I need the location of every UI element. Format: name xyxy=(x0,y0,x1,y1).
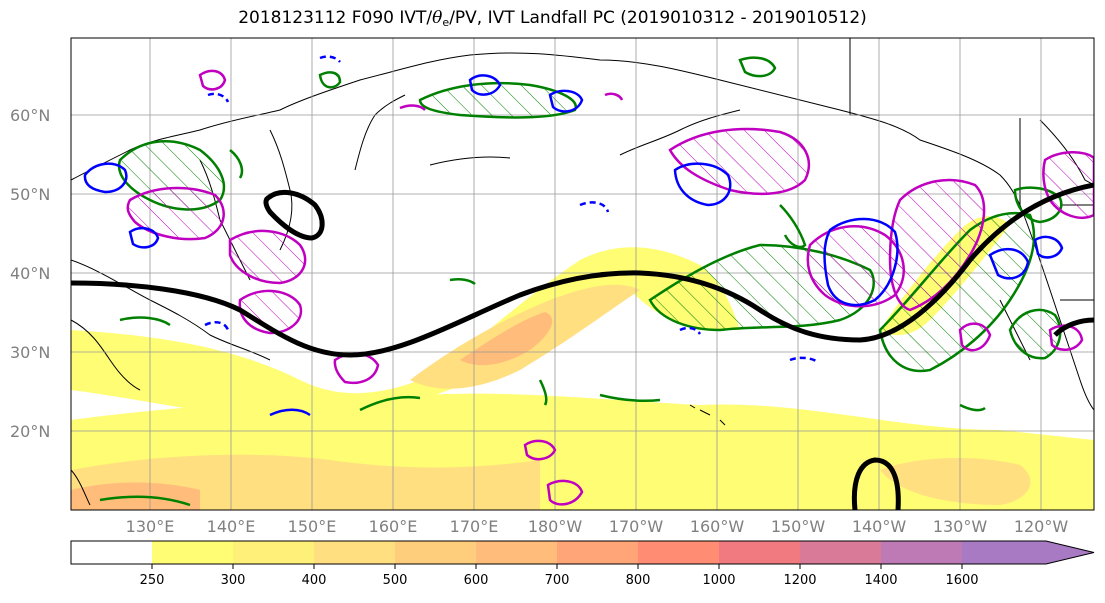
colorbar-label: 1400 xyxy=(864,573,898,588)
colorbar-segment xyxy=(719,541,800,564)
map-canvas xyxy=(71,38,1094,510)
colorbar-ticks xyxy=(151,564,963,569)
colorbar-segment xyxy=(314,541,395,564)
colorbar-label: 1600 xyxy=(945,573,979,588)
colorbar-segment xyxy=(233,541,314,564)
colorbar-label: 1200 xyxy=(783,573,817,588)
colorbar xyxy=(70,540,1095,569)
lon-label-130w: 130°W xyxy=(932,517,988,536)
lat-label-20n: 20°N xyxy=(10,422,51,441)
colorbar-segment xyxy=(962,541,1046,564)
colorbar-outline xyxy=(70,540,1095,565)
lat-label-30n: 30°N xyxy=(10,343,51,362)
colorbar-segment xyxy=(557,541,638,564)
black-contours xyxy=(71,182,1094,510)
map-title: 2018123112 F090 IVT/θe/PV, IVT Landfall … xyxy=(238,8,867,29)
lon-label-130e: 130°E xyxy=(125,517,175,536)
colorbar-label: 300 xyxy=(220,573,246,588)
magenta-contours xyxy=(126,69,1094,506)
colorbar-label: 800 xyxy=(625,573,651,588)
colorbar-label: 700 xyxy=(544,573,570,588)
colorbar-label: 1000 xyxy=(702,573,736,588)
colorbar-label: 500 xyxy=(382,573,408,588)
colorbar-label: 600 xyxy=(463,573,489,588)
lon-label-170e: 170°E xyxy=(449,517,499,536)
colorbar-label: 250 xyxy=(139,573,165,588)
colorbar-label: 400 xyxy=(301,573,327,588)
map-frame xyxy=(70,37,1095,511)
lat-label-50n: 50°N xyxy=(10,185,51,204)
blue-contours xyxy=(83,55,1064,417)
colorbar-segment xyxy=(800,541,881,564)
lon-label-140e: 140°E xyxy=(206,517,256,536)
colorbar-segment xyxy=(71,541,152,564)
colorbar-extend-arrow xyxy=(1046,541,1094,564)
lon-label-140w: 140°W xyxy=(851,517,907,536)
lon-label-150e: 150°E xyxy=(287,517,337,536)
colorbar-segment xyxy=(881,541,962,564)
colorbar-segment xyxy=(476,541,557,564)
lat-label-40n: 40°N xyxy=(10,264,51,283)
lon-label-120w: 120°W xyxy=(1013,517,1069,536)
lon-label-160w: 160°W xyxy=(689,517,745,536)
colorbar-segment xyxy=(152,541,233,564)
colorbar-segment xyxy=(395,541,476,564)
lon-label-150w: 150°W xyxy=(770,517,826,536)
lon-label-160e: 160°E xyxy=(368,517,418,536)
lat-label-60n: 60°N xyxy=(10,106,51,125)
lon-label-170w: 170°W xyxy=(608,517,664,536)
lon-label-180w: 180°W xyxy=(527,517,583,536)
colorbar-segment xyxy=(638,541,719,564)
